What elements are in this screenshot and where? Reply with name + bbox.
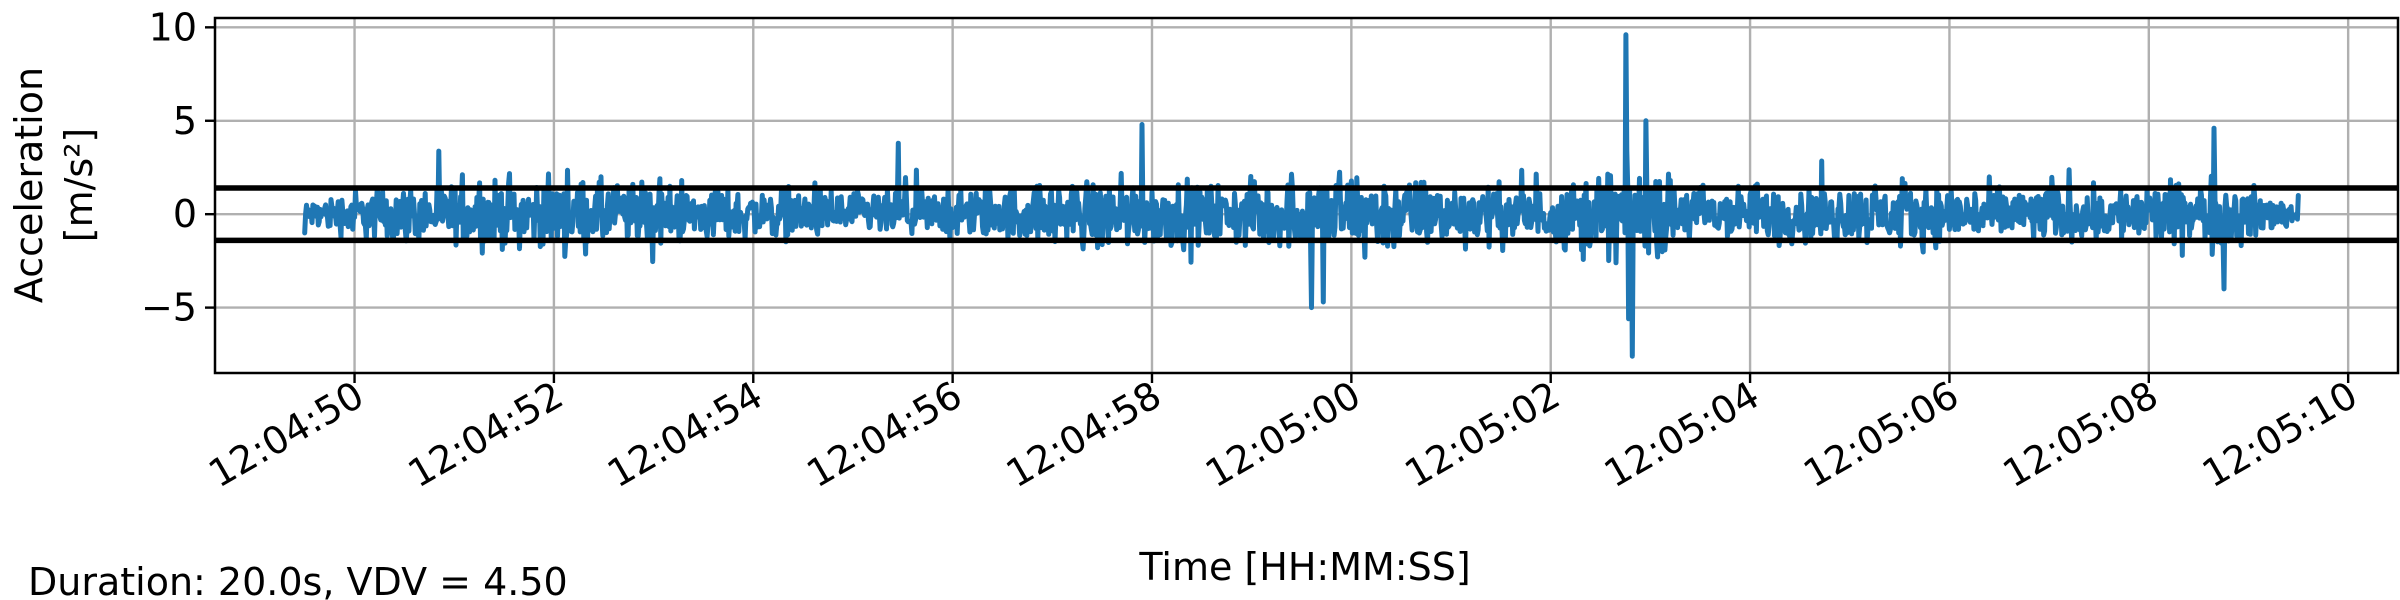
x-tick-label: 12:04:56 bbox=[799, 373, 969, 496]
x-tick-label: 12:05:00 bbox=[1198, 373, 1368, 496]
plot-frame bbox=[213, 16, 2400, 375]
y-tick-label: 10 bbox=[149, 5, 197, 49]
x-tick-label: 12:05:06 bbox=[1796, 373, 1966, 496]
x-tick-label: 12:04:58 bbox=[999, 373, 1169, 496]
y-tick-label: −5 bbox=[141, 286, 197, 330]
x-tick-label: 12:04:50 bbox=[201, 373, 371, 496]
y-axis-label-line1: Acceleration bbox=[7, 67, 51, 303]
acceleration-line bbox=[302, 32, 2301, 359]
x-tick-label: 12:04:52 bbox=[401, 373, 571, 496]
y-tick-label: 0 bbox=[173, 192, 197, 236]
x-tick-label: 12:05:04 bbox=[1597, 373, 1767, 496]
x-tick-label: 12:05:02 bbox=[1397, 373, 1567, 496]
x-axis-label: Time [HH:MM:SS] bbox=[1138, 545, 1470, 589]
x-axis-ticks: 12:04:50 12:04:52 12:04:54 12:04:56 12:04:58… bbox=[201, 373, 2364, 496]
y-axis-ticks: 10 5 0 −5 bbox=[141, 5, 215, 330]
x-tick-label: 12:05:08 bbox=[1995, 373, 2165, 496]
duration-vdv-caption: Duration: 20.0s, VDV = 4.50 bbox=[28, 560, 568, 600]
x-tick-label: 12:04:54 bbox=[600, 373, 770, 496]
y-axis-label-line2: [m/s²] bbox=[57, 128, 101, 243]
threshold-lines bbox=[215, 185, 2398, 244]
series-acceleration bbox=[302, 32, 2301, 359]
y-tick-label: 5 bbox=[173, 99, 197, 143]
x-tick-label: 12:05:10 bbox=[2195, 373, 2365, 496]
